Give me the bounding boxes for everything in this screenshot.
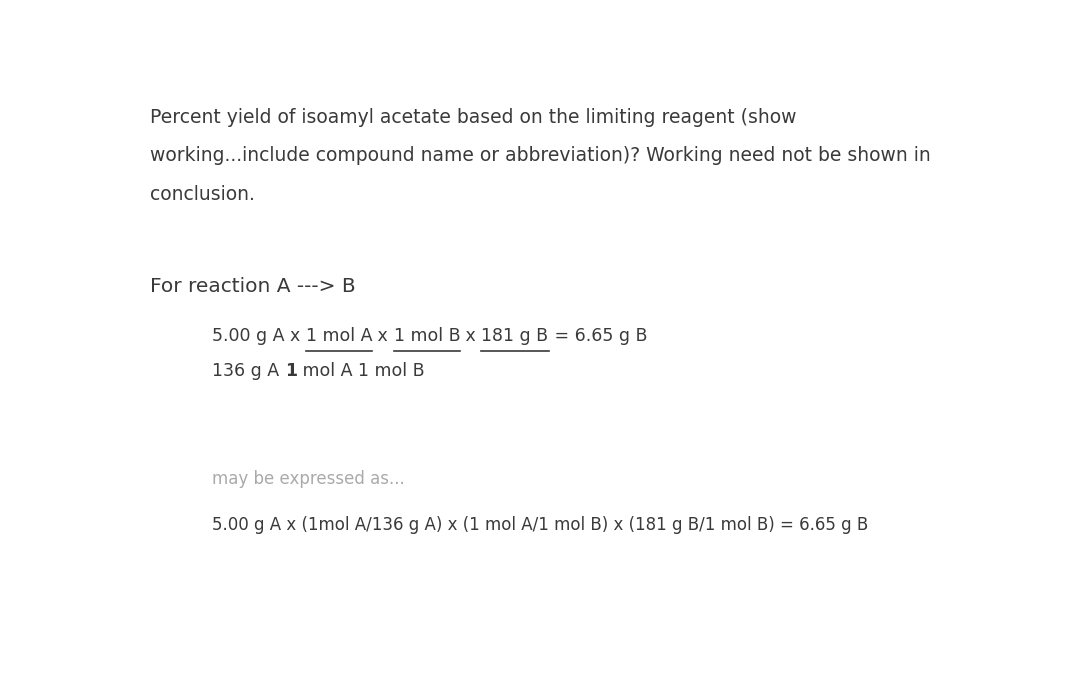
Text: 1 mol A: 1 mol A (306, 328, 372, 345)
Text: conclusion.: conclusion. (150, 185, 255, 204)
Text: 5.00 g A x (1mol A/136 g A) x (1 mol A/1 mol B) x (181 g B/1 mol B) = 6.65 g B: 5.00 g A x (1mol A/136 g A) x (1 mol A/1… (212, 516, 868, 534)
Text: For reaction A ---> B: For reaction A ---> B (150, 277, 356, 296)
Text: x: x (372, 328, 393, 345)
Text: 5.00 g A x: 5.00 g A x (212, 328, 306, 345)
Text: mol A 1 mol B: mol A 1 mol B (297, 362, 425, 380)
Text: 181 g B: 181 g B (481, 328, 549, 345)
Text: working...include compound name or abbreviation)? Working need not be shown in: working...include compound name or abbre… (150, 146, 931, 165)
Text: may be expressed as...: may be expressed as... (212, 470, 405, 488)
Text: 1 mol B: 1 mol B (393, 328, 461, 345)
Text: 1: 1 (284, 362, 297, 380)
Text: Percent yield of isoamyl acetate based on the limiting reagent (show: Percent yield of isoamyl acetate based o… (150, 108, 797, 127)
Text: x: x (461, 328, 481, 345)
Text: = 6.65 g B: = 6.65 g B (549, 328, 647, 345)
Text: 136 g A: 136 g A (212, 362, 284, 380)
